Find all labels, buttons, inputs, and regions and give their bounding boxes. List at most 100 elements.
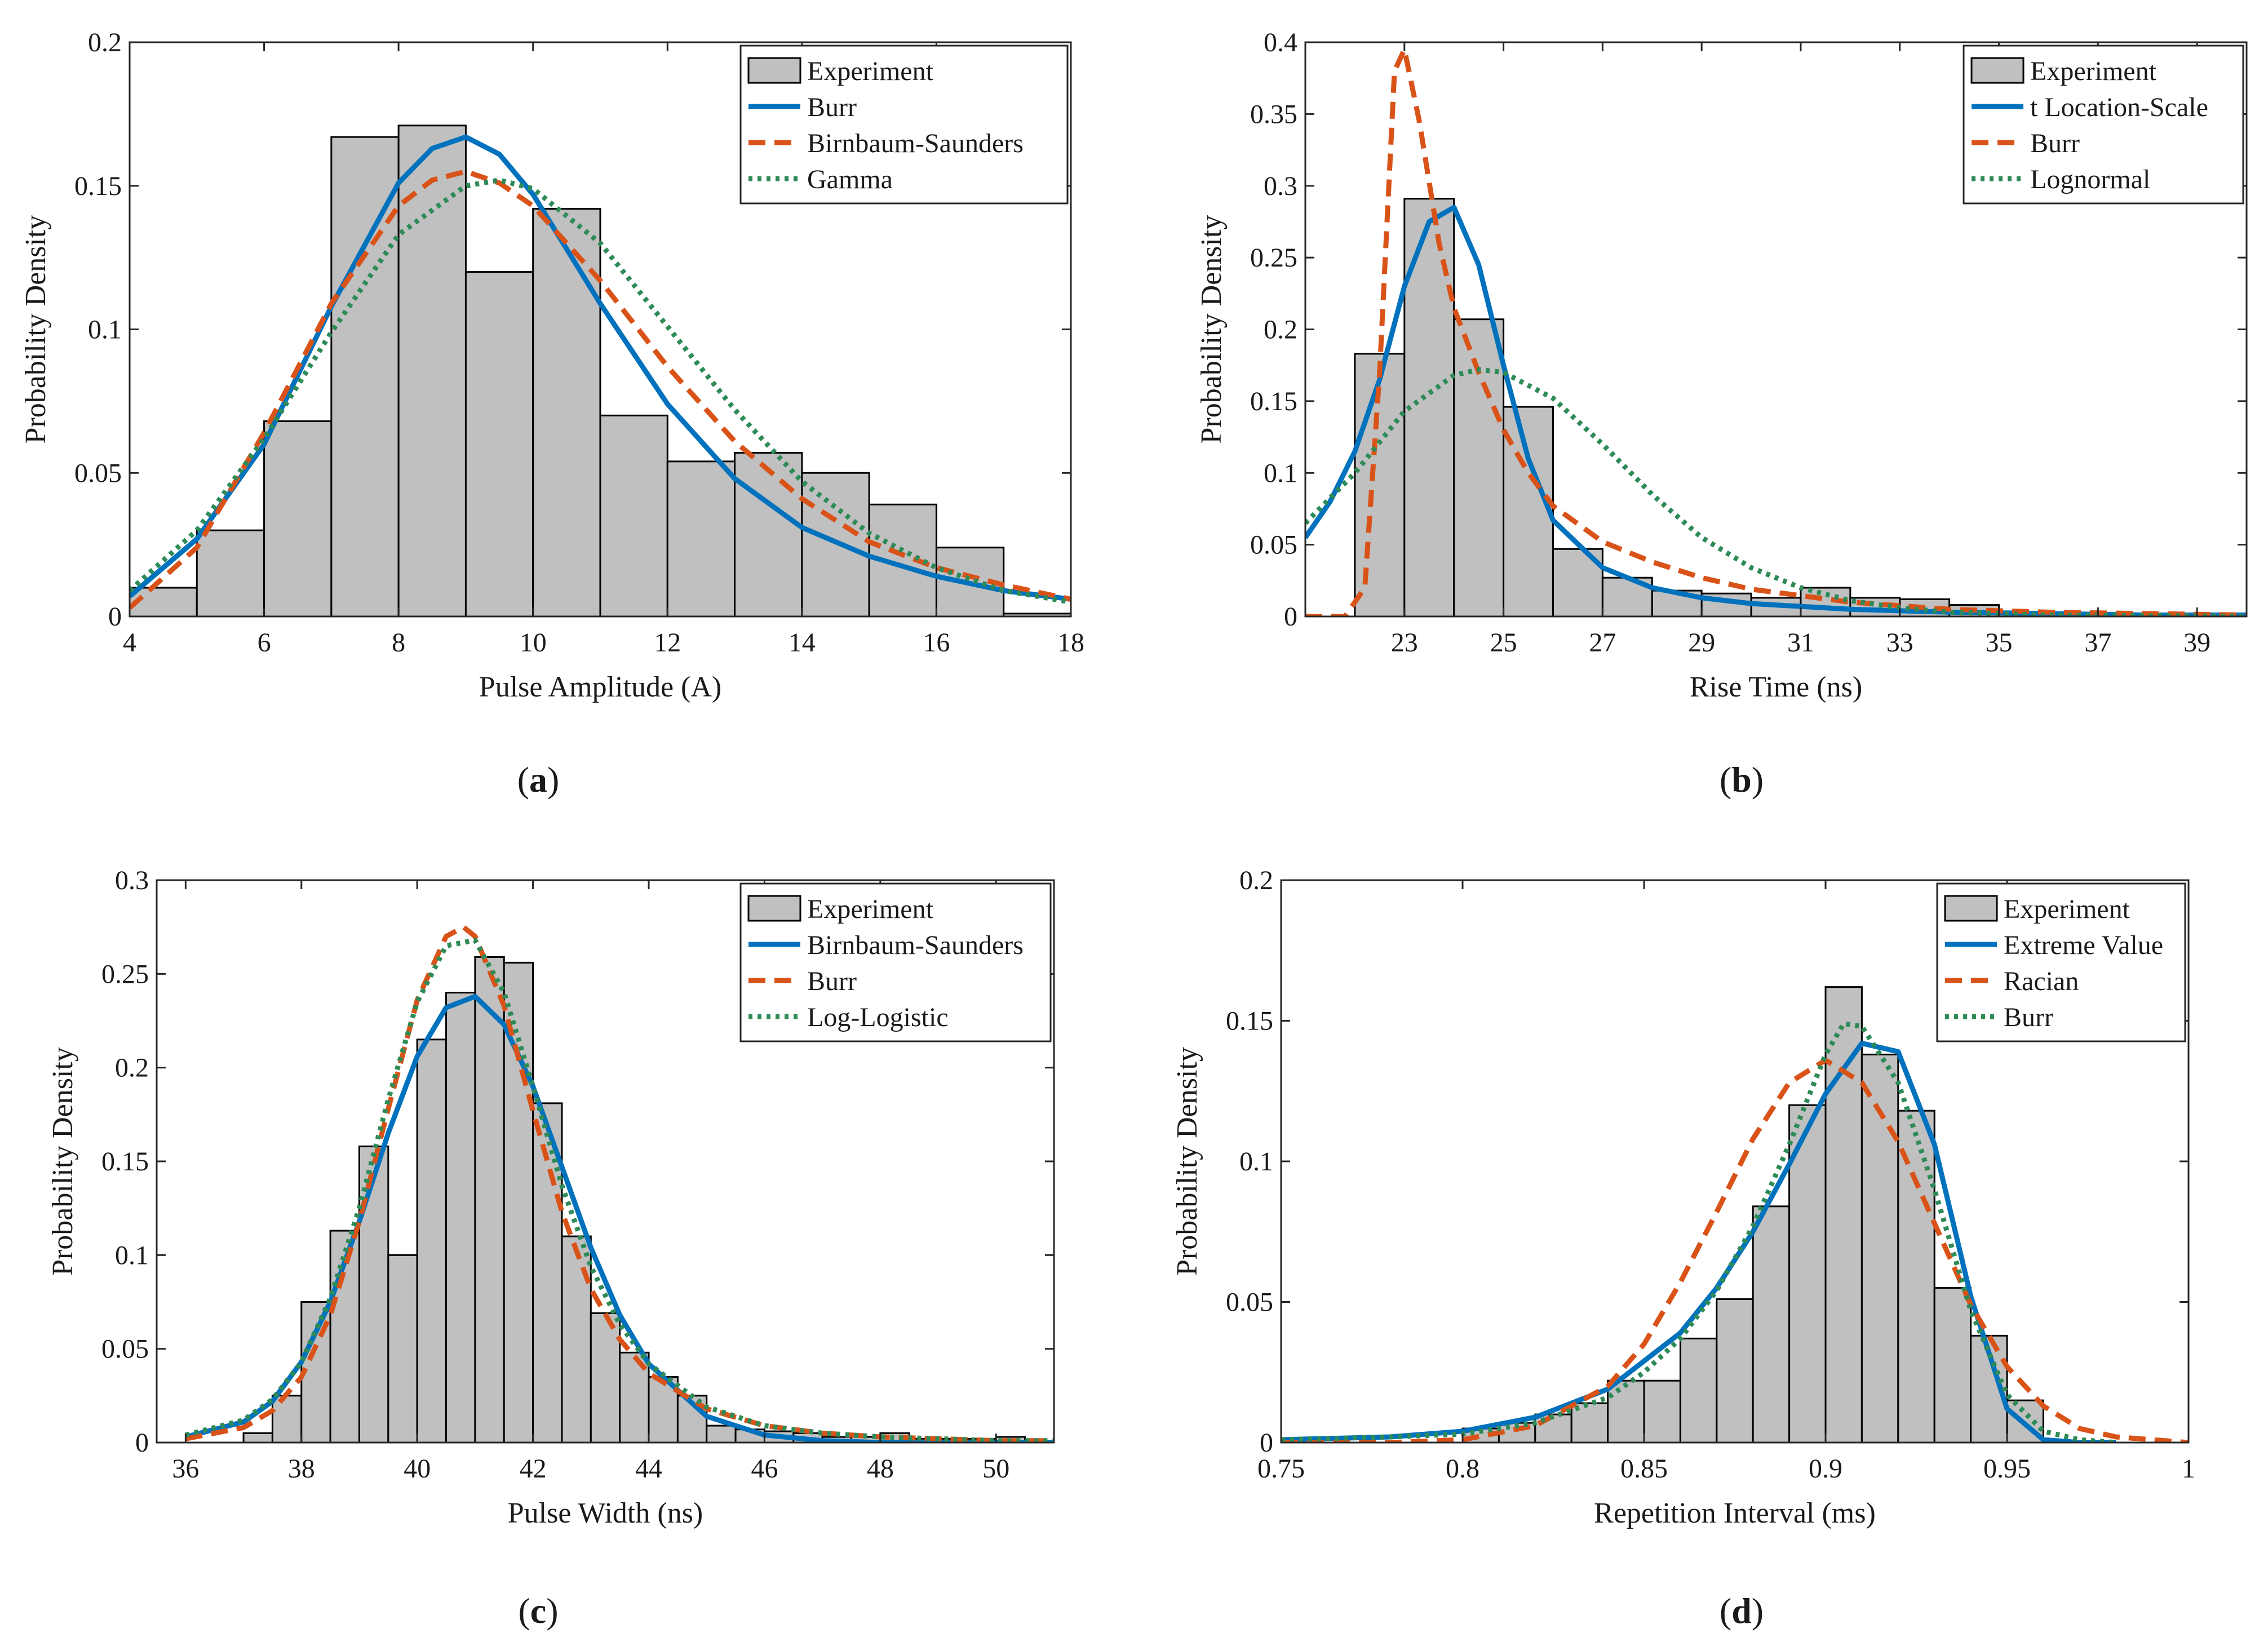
y-tick-label: 0.35 xyxy=(1250,99,1297,129)
caption-open-paren: ( xyxy=(518,1591,530,1631)
legend-label: Burr xyxy=(807,92,857,122)
y-tick-label: 0 xyxy=(1284,602,1297,632)
caption-open-paren: ( xyxy=(1720,1591,1731,1631)
histogram-bar xyxy=(474,956,505,1444)
legend-label: Extreme Value xyxy=(2004,930,2163,960)
legend: Experiment Extreme Value Racian Burr xyxy=(1936,882,2186,1042)
legend-swatch-histogram xyxy=(747,895,801,922)
legend-label: Burr xyxy=(807,966,857,996)
legend: Experiment Burr Birnbaum-Saunders Gamma xyxy=(739,45,1069,205)
panel-a: 4 6 8 10 12 14 16 18 0 0.05 0.1 0.15 0.2 Pulse Amplit… xyxy=(20,28,1084,800)
y-tick-label: 0 xyxy=(1260,1428,1273,1458)
panel-c: 36 38 40 42 44 46 48 50 0 0.05 0.1 0.15 0.2 0.25 0.3 Pu… xyxy=(47,866,1055,1631)
y-tick-label: 0.1 xyxy=(1264,458,1297,488)
y-tick-label: 0.1 xyxy=(115,1240,149,1270)
legend-label: Gamma xyxy=(807,165,893,194)
panel-b: 23 25 27 29 31 33 35 37 39 0 0.05 0.1 0.15 0.2 0.25 0.3… xyxy=(1195,28,2248,800)
caption-close-paren: ) xyxy=(1752,1591,1764,1631)
y-tick-label: 0.15 xyxy=(1250,387,1297,416)
fit-curve-burr xyxy=(1281,1021,2116,1443)
histogram-bar xyxy=(129,587,198,618)
x-tick-label: 50 xyxy=(982,1454,1009,1484)
histogram-bar xyxy=(1788,1104,1827,1444)
fit-curve-extreme-value xyxy=(1281,1040,2116,1443)
fit-curve-lognormal xyxy=(1305,367,2247,616)
y-tick-label: 0 xyxy=(135,1428,149,1458)
x-tick-label: 31 xyxy=(1787,628,1814,658)
caption-close-paren: ) xyxy=(546,1591,558,1631)
legend-swatch-histogram xyxy=(1944,895,1998,922)
fit-curve-log-logistic xyxy=(185,938,1054,1443)
histogram-bar xyxy=(706,1425,737,1444)
legend-label: Burr xyxy=(2030,128,2080,158)
panel-caption: (c) xyxy=(518,1591,558,1631)
legend-label: Birnbaum-Saunders xyxy=(807,128,1024,158)
caption-letter: d xyxy=(1731,1591,1752,1631)
histogram-bar xyxy=(590,1312,621,1444)
histogram-bar xyxy=(532,208,601,618)
x-tick-label: 27 xyxy=(1589,628,1616,658)
caption-open-paren: ( xyxy=(517,760,529,800)
x-tick-label: 23 xyxy=(1391,628,1418,658)
x-tick-label: 18 xyxy=(1057,628,1084,658)
x-tick-label: 33 xyxy=(1886,628,1913,658)
y-tick-label: 0.1 xyxy=(1239,1147,1273,1177)
caption-letter: a xyxy=(529,760,547,800)
fit-curve-burr xyxy=(130,134,1071,602)
legend-label: t Location-Scale xyxy=(2030,92,2208,122)
histogram-bar xyxy=(263,420,333,618)
y-tick-label: 0.15 xyxy=(101,1147,149,1177)
x-tick-label: 29 xyxy=(1688,628,1715,658)
legend-label: Experiment xyxy=(807,894,934,924)
histogram-bar xyxy=(445,992,476,1444)
x-tick-label: 44 xyxy=(635,1454,662,1484)
x-tick-label: 0.95 xyxy=(1983,1454,2031,1484)
x-tick-label: 0.85 xyxy=(1620,1454,1668,1484)
histogram-bar xyxy=(1897,1110,1935,1444)
y-tick-label: 0.05 xyxy=(1226,1288,1273,1317)
histogram-bar xyxy=(416,1039,448,1444)
legend: Experiment t Location-Scale Burr Lognormal xyxy=(1963,45,2244,205)
caption-letter: c xyxy=(530,1591,546,1631)
histogram-bar xyxy=(387,1254,418,1444)
y-tick-label: 0.15 xyxy=(74,171,122,201)
y-tick-label: 0.2 xyxy=(1239,866,1273,895)
caption-open-paren: ( xyxy=(1720,760,1731,800)
histogram-bar xyxy=(599,414,668,618)
legend-label: Birnbaum-Saunders xyxy=(807,930,1024,960)
histogram-bar xyxy=(734,452,803,618)
histogram-bar xyxy=(801,472,870,618)
histogram-bar xyxy=(330,136,400,618)
x-tick-label: 25 xyxy=(1490,628,1517,658)
legend-swatch-histogram xyxy=(1970,57,2025,84)
x-tick-label: 36 xyxy=(172,1454,199,1484)
y-tick-label: 0.3 xyxy=(115,866,149,895)
x-tick-label: 1 xyxy=(2182,1454,2195,1484)
legend-label: Log-Logistic xyxy=(807,1002,949,1032)
histogram-bar xyxy=(1643,1379,1681,1444)
x-axis-label: Repetition Interval (ms) xyxy=(1594,1497,1876,1529)
fit-curve-burr xyxy=(185,924,1054,1443)
legend-label: Lognormal xyxy=(2030,165,2150,194)
x-tick-label: 46 xyxy=(751,1454,778,1484)
histogram-bar xyxy=(1679,1337,1718,1444)
y-tick-label: 0.1 xyxy=(88,315,122,345)
y-tick-label: 0.25 xyxy=(1250,243,1297,273)
x-tick-label: 48 xyxy=(867,1454,894,1484)
histogram-bar xyxy=(1861,1053,1899,1444)
caption-close-paren: ) xyxy=(1752,760,1764,800)
y-tick-label: 0.2 xyxy=(115,1053,149,1083)
x-tick-label: 37 xyxy=(2084,628,2111,658)
x-tick-label: 14 xyxy=(789,628,816,658)
legend-label: Burr xyxy=(2004,1002,2053,1032)
histogram-bar xyxy=(464,271,534,618)
x-tick-label: 38 xyxy=(288,1454,315,1484)
x-axis-label: Pulse Width (ns) xyxy=(508,1497,703,1529)
fit-curve-racian xyxy=(1281,1057,2189,1443)
x-tick-label: 39 xyxy=(2183,628,2211,658)
y-tick-label: 0 xyxy=(108,602,122,632)
x-tick-label: 40 xyxy=(404,1454,431,1484)
x-tick-label: 6 xyxy=(258,628,271,658)
legend: Experiment Birnbaum-Saunders Burr Log-Logis… xyxy=(739,882,1052,1042)
x-tick-label: 0.9 xyxy=(1809,1454,1842,1484)
